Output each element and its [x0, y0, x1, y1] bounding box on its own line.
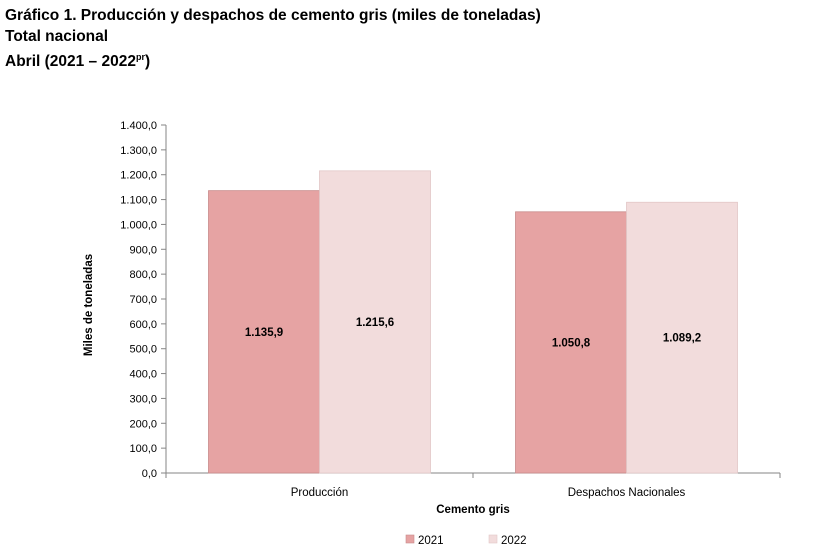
y-axis-title: Miles de toneladas — [83, 254, 95, 356]
bar-2022 — [626, 201, 738, 474]
y-tick-label: 800,0 — [129, 269, 157, 281]
y-tick-label: 100,0 — [129, 443, 157, 455]
data-label-2021: 1.050,8 — [552, 337, 591, 349]
y-tick-label: 600,0 — [129, 319, 157, 331]
y-tick-label: 300,0 — [129, 393, 157, 405]
chart-period-text: Abril (2021 – 2022 — [5, 53, 136, 70]
legend-swatch-2022 — [488, 534, 498, 544]
legend-label-2022: 2022 — [501, 535, 527, 547]
data-label-2022: 1.089,2 — [663, 333, 701, 345]
chart-period-close: ) — [144, 53, 151, 70]
chart-subtitle: Total nacional — [5, 28, 109, 45]
y-tick-label: 1.000,0 — [120, 219, 157, 231]
y-tick-label: 400,0 — [129, 369, 157, 381]
y-tick-label: 1.300,0 — [120, 145, 157, 157]
data-label-2022: 1.215,6 — [356, 317, 394, 329]
x-category-label: Producción — [291, 487, 349, 499]
x-axis-title: Cemento gris — [436, 504, 510, 516]
y-tick-label: 500,0 — [129, 344, 157, 356]
chart-period-superscript: pr — [135, 52, 145, 62]
y-tick-label: 1.100,0 — [120, 195, 157, 207]
y-tick-label: 700,0 — [129, 294, 157, 306]
chart-title-block: Gráfico 1. Producción y despachos de cem… — [5, 5, 541, 72]
data-label-2021: 1.135,9 — [245, 327, 283, 339]
y-tick-label: 0,0 — [142, 468, 157, 480]
chart-title: Gráfico 1. Producción y despachos de cem… — [5, 7, 541, 24]
y-tick-label: 1.400,0 — [120, 120, 157, 132]
y-tick-label: 200,0 — [129, 418, 157, 430]
y-tick-label: 1.200,0 — [120, 170, 157, 182]
chart-period: Abril (2021 – 2022pr) — [5, 47, 541, 72]
y-tick-label: 900,0 — [129, 244, 157, 256]
bar-2022 — [319, 170, 431, 474]
legend-swatch-2021 — [405, 534, 415, 544]
bar-2021 — [208, 190, 320, 474]
x-category-label: Despachos Nacionales — [568, 487, 686, 499]
legend-label-2021: 2021 — [418, 535, 444, 547]
